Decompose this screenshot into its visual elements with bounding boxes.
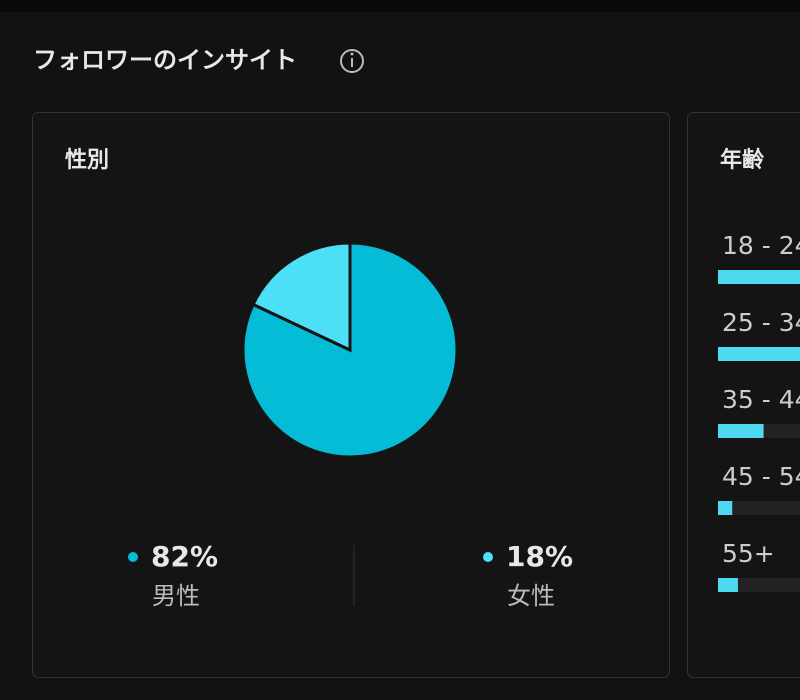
- section-title: フォロワーのインサイト: [33, 46, 297, 74]
- pie-slice: [251, 241, 352, 353]
- legend-value: 18%: [506, 540, 573, 573]
- panel-title: 性別: [65, 148, 109, 173]
- top-bar: [0, 0, 800, 12]
- bar: [718, 270, 800, 284]
- age-chart: 年齢 18 - 24 25 - 34 35 - 44 45 - 54 55+: [718, 147, 800, 592]
- bar: [718, 578, 738, 592]
- bar: [718, 347, 800, 361]
- bar: [718, 424, 764, 438]
- bar: [718, 501, 733, 515]
- bar-label: 35 - 44: [722, 385, 800, 414]
- age-panel: [687, 112, 800, 678]
- legend-value: 82%: [151, 540, 218, 573]
- bar-label: 25 - 34: [722, 308, 800, 337]
- panel-title: 年齢: [720, 147, 765, 173]
- bar-label: 55+: [722, 539, 775, 568]
- legend-label: 女性: [507, 582, 555, 610]
- bar-track: [718, 501, 800, 515]
- legend-dot: [483, 552, 493, 562]
- info-icon[interactable]: [340, 49, 364, 73]
- legend-dot: [128, 552, 138, 562]
- legend-label: 男性: [152, 582, 200, 610]
- bar-track: [718, 578, 800, 592]
- bar-label: 18 - 24: [722, 231, 800, 260]
- bar-label: 45 - 54: [722, 462, 800, 491]
